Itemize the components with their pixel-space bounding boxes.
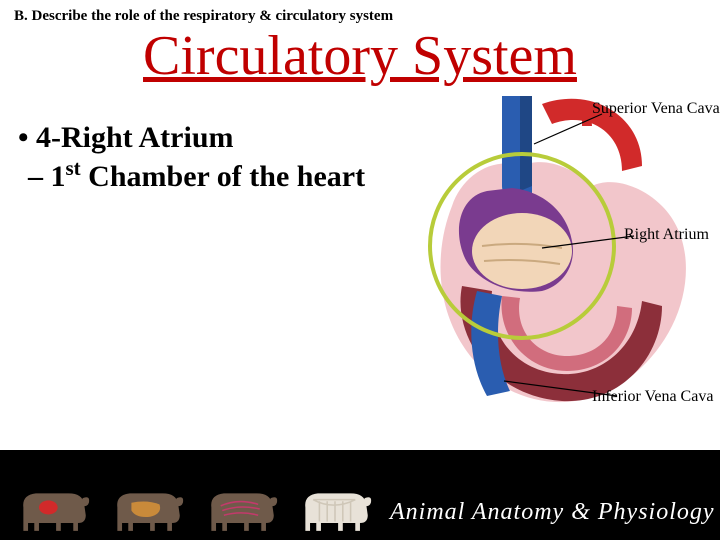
- footer-text: Animal Anatomy & Physiology . . . . .: [390, 499, 720, 534]
- label-ivc: Inferior Vena Cava: [592, 388, 713, 406]
- sub-super: st: [66, 156, 81, 180]
- heart-diagram: Superior Vena Cava Right Atrium Inferior…: [392, 96, 712, 416]
- cow-icon-4: [296, 484, 374, 534]
- atrium-interior: [472, 213, 572, 289]
- bullet-list: • 4-Right Atrium – 1st Chamber of the he…: [18, 120, 378, 195]
- footer-bar: Animal Anatomy & Physiology . . . . .: [0, 450, 720, 540]
- cow-icon-2: [108, 484, 186, 534]
- cow-icon-1: [14, 484, 92, 534]
- sub-prefix: – 1: [28, 160, 66, 193]
- svc-shade: [520, 96, 532, 191]
- sub-rest: Chamber of the heart: [81, 160, 365, 193]
- bullet-1: • 4-Right Atrium: [18, 120, 378, 156]
- objective-text: B. Describe the role of the respiratory …: [14, 8, 393, 25]
- bullet-1-sub: – 1st Chamber of the heart: [46, 156, 378, 195]
- cow-icon-3: [202, 484, 280, 534]
- slide-title: Circulatory System: [0, 24, 720, 88]
- label-svc: Superior Vena Cava: [592, 100, 720, 118]
- heart-svg: [392, 96, 712, 416]
- label-ra: Right Atrium: [624, 226, 709, 244]
- footer-inner: Animal Anatomy & Physiology . . . . .: [14, 456, 706, 534]
